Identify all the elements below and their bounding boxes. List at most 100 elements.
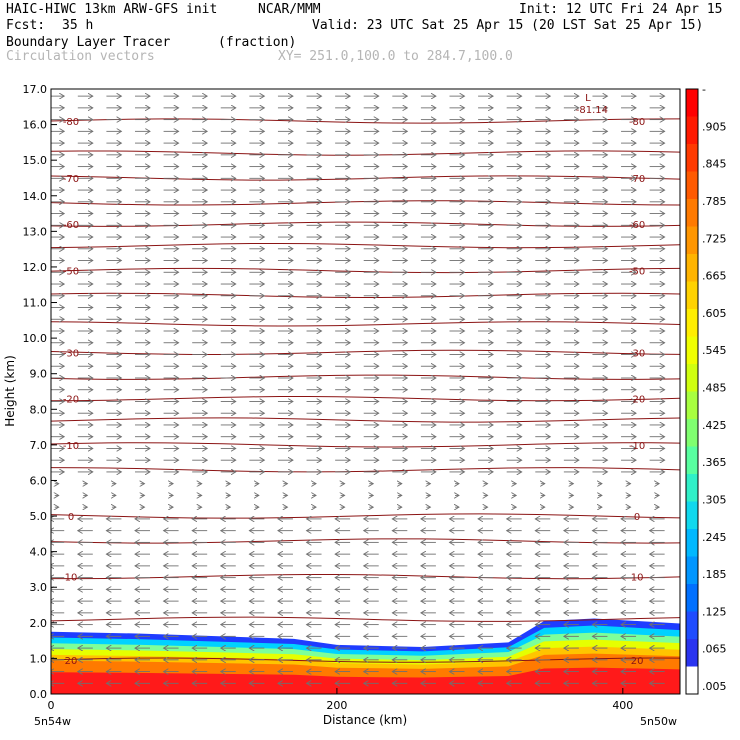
isotherm-line <box>51 374 680 380</box>
colorbar-swatch <box>686 226 698 255</box>
colorbar-label: .665 <box>702 270 727 283</box>
y-tick-label: 17.0 <box>23 83 48 96</box>
colorbar-swatch <box>686 446 698 475</box>
y-tick-label: 9.0 <box>30 368 48 381</box>
low-marker-value: -81.14 <box>576 105 608 116</box>
isotherm-line <box>51 321 680 327</box>
colorbar-label: .545 <box>702 344 727 357</box>
isotherm-label: -60 <box>629 220 645 231</box>
colorbar-label: .305 <box>702 493 727 506</box>
isotherm-label: -20 <box>63 395 79 406</box>
colorbar-swatch <box>686 116 698 145</box>
model-title: HAIC-HIWC 13km ARW-GFS init <box>6 2 218 17</box>
colorbar-swatch <box>686 529 698 558</box>
isotherm-label: -80 <box>629 117 645 128</box>
isotherm-label: -80 <box>63 117 79 128</box>
colorbar-label: .245 <box>702 531 727 544</box>
colorbar-label: .185 <box>702 568 727 581</box>
colorbar-label: - <box>702 83 706 96</box>
colorbar-swatch <box>686 639 698 668</box>
plot-frame <box>50 88 681 695</box>
colorbar-frame <box>685 88 699 695</box>
org-label: NCAR/MMM <box>258 2 321 17</box>
x-end-label-left: 5n54w <box>34 715 71 728</box>
colorbar-swatch <box>686 89 698 118</box>
y-tick-label: 14.0 <box>23 190 48 203</box>
colorbar-swatch <box>686 281 698 310</box>
colorbar-swatch <box>686 199 698 228</box>
isotherm-line <box>51 417 680 423</box>
isotherm-line <box>51 349 680 355</box>
xy-range: XY= 251.0,100.0 to 284.7,100.0 <box>278 49 513 64</box>
colorbar-swatch <box>686 364 698 393</box>
colorbar-label: .005 <box>702 680 727 693</box>
isotherm-line <box>51 616 680 622</box>
valid-time: Valid: 23 UTC Sat 25 Apr 15 (20 LST Sat … <box>312 18 704 33</box>
isotherm-label: -70 <box>629 174 645 185</box>
colorbar-swatch <box>686 584 698 613</box>
x-tick-label: 200 <box>326 699 347 712</box>
overlay-name: Circulation vectors <box>6 49 155 64</box>
isotherm-label: -70 <box>63 174 79 185</box>
y-tick-label: 2.0 <box>30 617 48 630</box>
x-tick-label: 0 <box>48 699 55 712</box>
colorbar-label: .905 <box>702 120 727 133</box>
isotherm-label: 0 <box>68 512 74 523</box>
fcst-label: Fcst: <box>6 18 46 33</box>
isotherm-label: -30 <box>629 348 645 359</box>
y-tick-label: 4.0 <box>30 546 48 559</box>
isotherm-line <box>51 442 680 448</box>
y-tick-label: 10.0 <box>23 332 48 345</box>
y-tick-label: 0.0 <box>30 688 48 701</box>
y-tick-label: 7.0 <box>30 439 48 452</box>
isotherm-line <box>51 467 680 473</box>
colorbar-swatch <box>686 474 698 503</box>
isotherm-line <box>51 513 680 519</box>
low-marker-label: L <box>585 93 591 104</box>
colorbar-swatch <box>686 254 698 283</box>
colorbar-label: .845 <box>702 158 727 171</box>
y-tick-label: 3.0 <box>30 581 48 594</box>
colorbar-swatch <box>686 391 698 420</box>
colorbar-label: .425 <box>702 419 727 432</box>
colorbar-label: .725 <box>702 232 727 245</box>
colorbar-label: .485 <box>702 382 727 395</box>
isotherm-line <box>51 396 680 402</box>
colorbar-swatch <box>686 501 698 530</box>
isotherm-label: -50 <box>63 267 79 278</box>
colorbar-label: .785 <box>702 195 727 208</box>
field-name: Boundary Layer Tracer <box>6 35 171 50</box>
y-tick-label: 13.0 <box>23 225 48 238</box>
isotherm-label: -60 <box>63 220 79 231</box>
x-axis-label: Distance (km) <box>323 713 407 727</box>
isotherm-label: -10 <box>63 441 79 452</box>
x-end-label-right: 5n50w <box>640 715 677 728</box>
y-tick-label: 6.0 <box>30 474 48 487</box>
isotherm-label: 0 <box>634 512 640 523</box>
y-tick-label: 11.0 <box>23 297 48 310</box>
colorbar-label: .365 <box>702 456 727 469</box>
isotherm-label: -20 <box>629 395 645 406</box>
y-tick-label: 8.0 <box>30 403 48 416</box>
y-axis-label: Height (km) <box>3 355 17 426</box>
isotherm-label: 20 <box>631 656 644 667</box>
colorbar-label: .125 <box>702 605 727 618</box>
colorbar-label: .605 <box>702 307 727 320</box>
y-tick-label: 12.0 <box>23 261 48 274</box>
field-units: (fraction) <box>218 35 297 50</box>
colorbar-swatch <box>686 171 698 200</box>
fcst-value: 35 h <box>62 18 94 33</box>
isotherm-label: -30 <box>63 348 79 359</box>
y-tick-label: 5.0 <box>30 510 48 523</box>
isotherm-label: 10 <box>631 573 644 584</box>
colorbar-swatch <box>686 666 698 695</box>
isotherm-label: 20 <box>65 656 78 667</box>
y-tick-label: 15.0 <box>23 154 48 167</box>
colorbar-swatch <box>686 336 698 365</box>
y-tick-label: 1.0 <box>30 652 48 665</box>
isotherm-label: 10 <box>65 573 78 584</box>
y-tick-label: 16.0 <box>23 119 48 132</box>
colorbar-swatch <box>686 309 698 338</box>
colorbar-swatch <box>686 611 698 640</box>
isotherm-label: -10 <box>629 441 645 452</box>
